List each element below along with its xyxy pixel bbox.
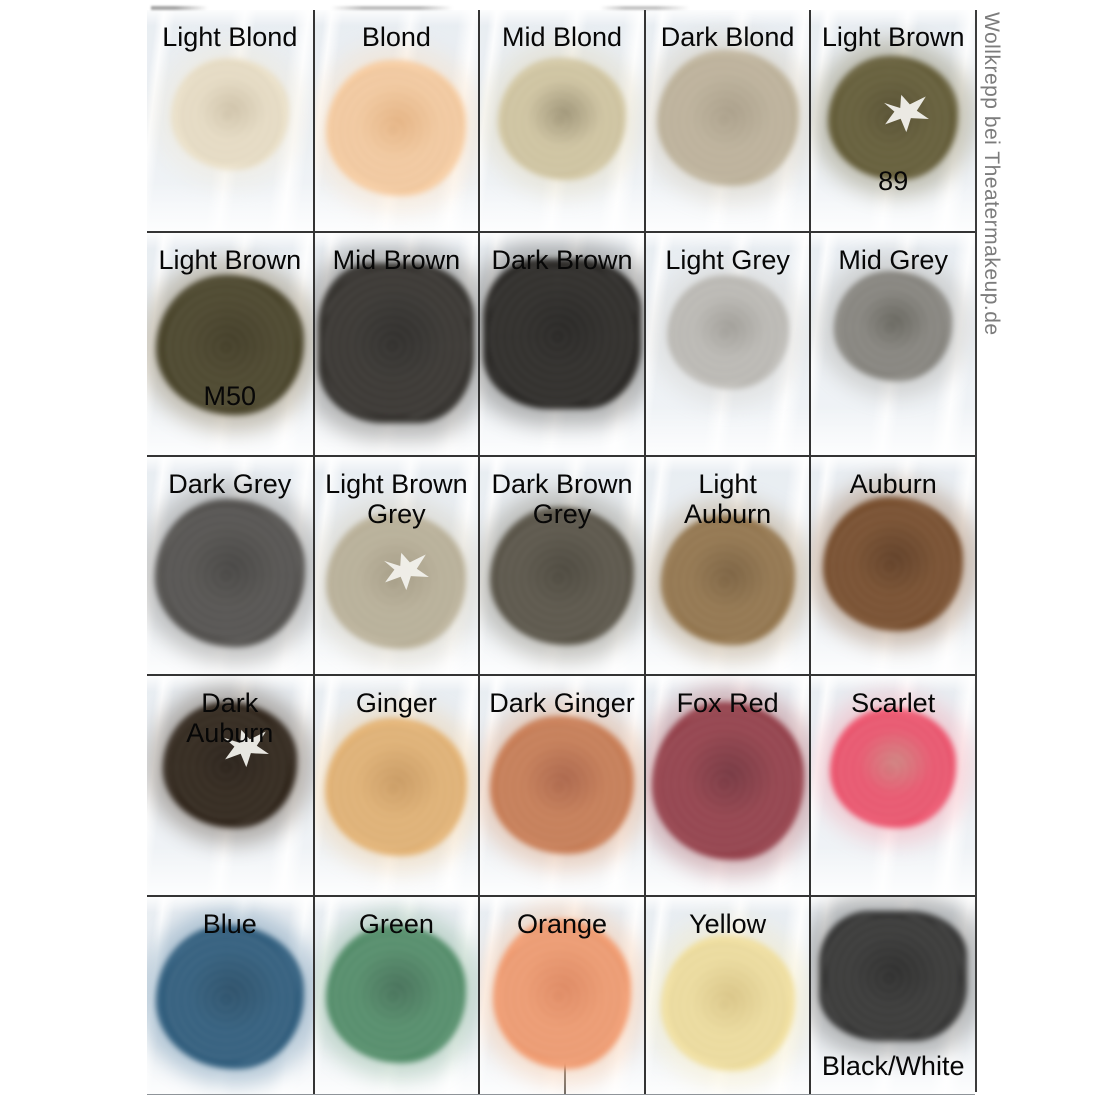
cell-mid-brown: Mid Brown [312, 233, 479, 455]
cell-mid-blond: Mid Blond [478, 10, 644, 231]
wool-swatch [651, 702, 804, 860]
swatch-row: Light Brown M50 Mid Brown Dark Brown Lig… [147, 231, 975, 455]
color-name-label: Scarlet [851, 688, 936, 718]
cell-dark-grey: Dark Grey [147, 457, 313, 674]
cell-light-brown-grey: Light Brown Grey [312, 457, 479, 674]
wool-swatch [170, 58, 289, 170]
wool-swatch [318, 263, 475, 423]
wool-swatch [326, 513, 467, 649]
cell-yellow: Yellow [643, 897, 810, 1094]
color-name-label: Light Blond [162, 22, 298, 52]
wool-swatch [155, 275, 304, 415]
cell-light-blond: Light Blond [147, 10, 313, 231]
swatch-grid: Light Blond Blond Mid Blond Dark Blond L… [147, 10, 977, 1095]
wool-swatch [660, 935, 795, 1071]
cell-dark-brown: Dark Brown [478, 233, 644, 455]
wool-swatch [162, 702, 297, 828]
color-name-label: Mid Brown [332, 245, 461, 275]
wool-swatch [660, 515, 795, 645]
cell-green: Green [312, 897, 479, 1094]
cell-scarlet: Scarlet [809, 676, 975, 895]
color-name-label: Ginger [355, 688, 437, 718]
wool-swatch [497, 58, 626, 180]
wool-swatch [482, 259, 641, 409]
cell-black-white: Black/White [809, 897, 975, 1094]
color-name-label: Light Grey [665, 245, 790, 275]
cell-dark-auburn: Dark Auburn [147, 676, 313, 895]
cell-light-auburn: Light Auburn [643, 457, 810, 674]
cell-blond: Blond [312, 10, 479, 231]
cell-light-brown: Light Brown M50 [147, 233, 313, 455]
cell-ginger: Ginger [312, 676, 479, 895]
wool-swatch [326, 60, 467, 196]
wool-swatch [492, 919, 631, 1069]
color-code-label: 89 [878, 166, 909, 196]
cell-auburn: Auburn [809, 457, 975, 674]
cell-orange: Orange [478, 897, 644, 1094]
color-name-label: Green [358, 909, 434, 939]
wool-swatch [823, 497, 964, 631]
watermark-text: Wollkrepp bei Theatermakeup.de [980, 12, 1003, 336]
cell-blue: Blue [147, 897, 313, 1094]
color-name-label: Mid Blond [501, 22, 623, 52]
wool-swatch [834, 271, 953, 381]
color-code-label: Black/White [821, 1051, 965, 1081]
wool-swatch [155, 925, 304, 1069]
swatch-row: Blue Green Orange Yellow Black/White [147, 895, 975, 1095]
color-name-label: Fox Red [676, 688, 779, 718]
swatch-row: Dark Grey Light Brown Grey Dark Brown Gr… [147, 455, 975, 674]
swatch-row: Dark Auburn Ginger Dark Ginger Fox Red S… [147, 674, 975, 895]
color-name-label: Dark Ginger [489, 688, 635, 718]
wool-swatch [154, 499, 305, 647]
wool-swatch [830, 708, 957, 828]
color-name-label: Dark Brown [491, 245, 633, 275]
wool-swatch [819, 911, 968, 1041]
color-name-label: Orange [516, 909, 608, 939]
color-name-label: Yellow [689, 909, 767, 939]
wool-swatch [656, 50, 799, 186]
color-name-label: Mid Grey [838, 245, 948, 275]
cell-dark-blond: Dark Blond [643, 10, 810, 231]
color-name-label: Light Brown [821, 22, 965, 52]
cell-light-grey: Light Grey [643, 233, 810, 455]
wool-swatch [325, 718, 468, 856]
color-name-label: Light Brown [158, 245, 302, 275]
wool-swatch [489, 507, 634, 645]
cell-light-brown: Light Brown 89 [809, 10, 975, 231]
wool-swatch [666, 275, 789, 389]
wool-swatch [326, 925, 467, 1063]
color-name-label: Blue [202, 909, 257, 939]
color-code-label: M50 [203, 381, 257, 411]
wool-swatch [489, 716, 634, 854]
cell-dark-brown-grey: Dark Brown Grey [478, 457, 644, 674]
color-name-label: Dark Auburn [186, 688, 274, 749]
color-name-label: Light Auburn [684, 469, 772, 530]
color-name-label: Blond [361, 22, 431, 52]
color-name-label: Auburn [849, 469, 937, 499]
cell-fox-red: Fox Red [643, 676, 810, 895]
cell-dark-ginger: Dark Ginger [478, 676, 644, 895]
color-name-label: Dark Grey [168, 469, 292, 499]
cell-mid-grey: Mid Grey [809, 233, 975, 455]
color-name-label: Dark Blond [660, 22, 795, 52]
color-name-label: Dark Brown Grey [491, 469, 633, 530]
swatch-row: Light Blond Blond Mid Blond Dark Blond L… [147, 10, 975, 231]
color-name-label: Light Brown Grey [325, 469, 468, 530]
